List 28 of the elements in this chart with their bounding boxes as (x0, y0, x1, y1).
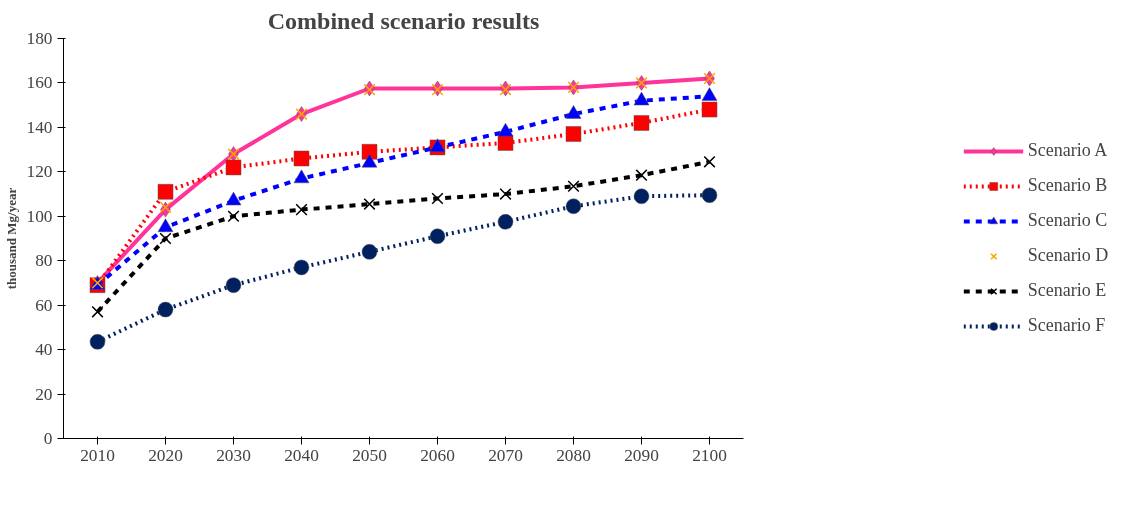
y-tick-label: 180 (26, 29, 53, 48)
x-tick-label: 2040 (284, 445, 319, 465)
legend-label: Scenario E (1027, 280, 1107, 301)
y-tick-label: 120 (26, 162, 53, 182)
x-tick-label: 2070 (488, 445, 523, 465)
legend-label: Scenario D (1027, 245, 1109, 266)
x-tick-label: 2030 (216, 445, 251, 465)
y-tick-label: 80 (35, 251, 53, 271)
y-tick-label: 60 (35, 295, 53, 315)
x-tick-label: 2100 (692, 445, 727, 465)
y-tick-label: 100 (26, 206, 53, 226)
y-axis-title: thousand Mg/year (3, 187, 19, 290)
chart-title: Combined scenario results (267, 7, 540, 34)
legend-label: Scenario C (1027, 210, 1108, 231)
y-tick-label: 40 (35, 340, 53, 360)
x-tick-label: 2050 (352, 445, 387, 465)
x-tick-label: 2080 (556, 445, 591, 465)
y-tick-label: 0 (43, 429, 53, 448)
y-tick-label: 140 (26, 117, 53, 137)
legend-label: Scenario F (1027, 315, 1106, 336)
y-tick-label: 160 (26, 73, 53, 93)
legend-label: Scenario B (1027, 175, 1108, 196)
x-tick-label: 2090 (624, 445, 659, 465)
y-tick-label: 20 (35, 384, 53, 404)
x-tick-label: 2010 (80, 445, 115, 465)
x-tick-label: 2060 (420, 445, 455, 465)
legend-label: Scenario A (1027, 140, 1108, 161)
x-tick-label: 2020 (148, 445, 183, 465)
